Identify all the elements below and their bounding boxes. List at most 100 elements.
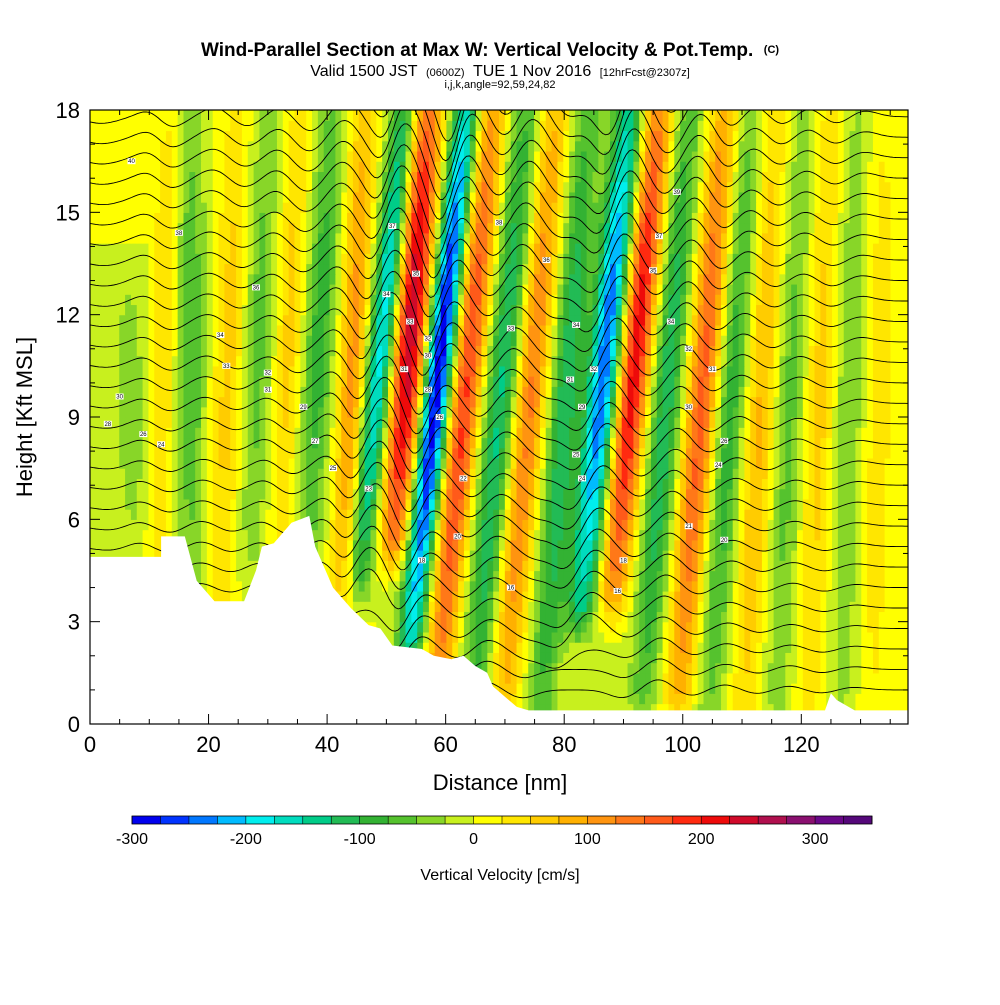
velocity-cell [469,550,477,561]
velocity-cell [136,468,144,479]
velocity-cell [861,703,868,715]
velocity-cell [691,365,699,377]
velocity-cell [259,386,266,398]
velocity-cell [796,693,804,705]
velocity-cell [832,509,839,520]
velocity-cell [826,365,833,377]
velocity-cell [592,478,599,490]
velocity-cell [861,488,868,500]
velocity-cell [791,621,798,633]
velocity-cell [645,550,652,561]
velocity-cell [779,580,786,592]
velocity-cell [896,406,903,418]
velocity-cell [230,509,237,520]
velocity-cell [674,601,681,613]
velocity-cell [645,611,652,623]
velocity-cell [539,519,547,531]
velocity-cell [627,468,634,479]
velocity-cell [691,590,699,602]
velocity-cell [475,642,483,653]
velocity-cell [662,550,670,561]
velocity-cell [563,447,570,459]
velocity-cell [802,703,810,715]
velocity-cell [306,396,313,408]
velocity-cell [884,498,892,510]
velocity-cell [633,652,640,664]
velocity-cell [148,550,155,561]
velocity-cell [393,396,401,408]
velocity-cell [580,580,588,592]
velocity-cell [136,406,144,418]
velocity-cell [224,365,231,377]
velocity-cell [458,468,465,479]
velocity-cell [726,642,734,653]
velocity-cell [534,539,541,551]
velocity-cell [814,519,821,531]
velocity-cell [452,447,459,459]
velocity-cell [837,468,845,479]
velocity-cell [715,601,722,613]
velocity-cell [551,376,559,387]
velocity-cell [586,672,594,684]
velocity-cell [808,539,816,551]
velocity-cell [463,365,471,377]
velocity-cell [656,601,664,613]
velocity-cell [767,396,775,408]
velocity-cell [732,570,740,582]
velocity-cell [487,529,494,541]
velocity-cell [837,570,845,582]
velocity-cell [113,355,120,367]
velocity-cell [335,468,342,479]
velocity-cell [650,611,658,623]
velocity-cell [837,611,845,623]
velocity-cell [814,621,821,633]
velocity-cell [697,580,705,592]
velocity-cell [125,396,132,408]
velocity-cell [732,488,740,500]
velocity-cell [236,355,243,367]
velocity-cell [656,580,664,592]
velocity-cell [750,703,757,715]
velocity-cell [236,396,243,408]
velocity-cell [317,478,325,490]
velocity-cell [791,447,798,459]
velocity-cell [884,529,892,541]
velocity-cell [107,539,114,551]
velocity-cell [574,672,582,684]
velocity-cell [627,427,634,439]
velocity-cell [721,652,728,664]
velocity-cell [580,355,588,367]
velocity-cell [481,468,488,479]
velocity-cell [586,519,594,531]
velocity-cell [393,437,401,449]
velocity-cell [773,406,781,418]
velocity-cell [878,590,886,602]
velocity-cell [399,386,407,398]
velocity-cell [615,406,623,418]
velocity-cell [504,550,512,561]
velocity-cell [785,621,792,633]
velocity-cell [241,580,249,592]
velocity-cell [604,590,611,602]
velocity-cell [347,468,354,479]
velocity-cell [434,386,442,398]
velocity-cell [872,509,880,520]
velocity-cell [779,662,786,674]
velocity-cell [154,365,161,377]
velocity-cell [680,437,687,449]
velocity-cell [592,406,599,418]
velocity-cell [604,570,611,582]
velocity-cell [352,417,360,428]
velocity-cell [738,386,745,398]
velocity-cell [259,509,266,520]
velocity-cell [528,396,535,408]
velocity-cell [615,468,623,479]
velocity-cell [452,611,459,623]
velocity-cell [773,560,781,572]
velocity-cell [382,457,389,469]
velocity-cell [201,539,208,551]
velocity-cell [569,396,576,408]
velocity-cell [376,365,383,377]
velocity-cell [861,693,868,705]
velocity-cell [761,447,769,459]
